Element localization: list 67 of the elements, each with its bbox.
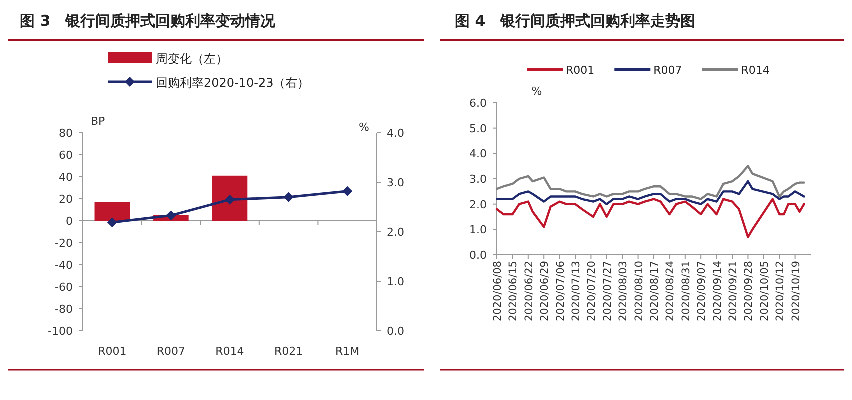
- line-series: [496, 165, 806, 200]
- y2-axis-title: %: [359, 121, 370, 134]
- y-tick-label: 4.0: [470, 148, 487, 161]
- x-tick-label: 2020/07/13: [570, 261, 582, 322]
- x-tick-label: 2020/10/05: [758, 261, 771, 322]
- line-series: [496, 180, 806, 206]
- y2-tick-label: 1.0: [387, 276, 404, 288]
- x-tick-label: 2020/08/31: [680, 261, 692, 322]
- point: [166, 210, 176, 221]
- y-tick-label: -100: [48, 325, 73, 338]
- point: [225, 194, 235, 205]
- y-tick-label: 6.0: [470, 97, 487, 110]
- y-tick-label: 20: [59, 193, 73, 206]
- legend-label: R007: [654, 64, 682, 77]
- y-tick-label: 3.0: [470, 173, 487, 186]
- chart-title: 图 3 银行间质押式回购利率变动情况: [20, 12, 277, 30]
- y-tick-label: 2.0: [470, 198, 487, 212]
- y-axis-title: %: [532, 85, 542, 98]
- y-tick-label: 60: [59, 149, 73, 162]
- y-tick-label: -40: [55, 259, 73, 272]
- x-tick-label: 2020/09/28: [743, 261, 756, 322]
- x-tick-label: 2020/10/19: [790, 261, 802, 322]
- x-tick-label: 2020/09/14: [712, 260, 724, 322]
- bar: [94, 202, 130, 221]
- y-tick-label: 0.0: [470, 249, 487, 262]
- line-series: [496, 198, 806, 238]
- x-tick-label: R021: [274, 345, 304, 358]
- x-tick-label: 2020/08/17: [649, 261, 661, 322]
- x-tick-label: 2020/09/07: [696, 261, 708, 322]
- y-tick-label: 1.0: [470, 224, 487, 237]
- chart-title: 图 4 银行间质押式回购利率走势图: [455, 12, 696, 30]
- y-tick-label: 80: [59, 127, 73, 140]
- y-tick-label: 5.0: [470, 122, 487, 136]
- x-tick-label: R007: [156, 345, 186, 358]
- x-tick-label: 2020/07/20: [586, 261, 598, 322]
- x-tick-label: 2020/08/03: [618, 261, 630, 322]
- x-tick-label: 2020/07/27: [602, 261, 614, 322]
- legend-label: R001: [566, 64, 595, 77]
- y-tick-label: -80: [55, 303, 73, 316]
- x-tick-label: 2020/09/21: [728, 261, 740, 322]
- x-tick-label: 2020/07/06: [554, 260, 567, 322]
- y-tick-label: 40: [59, 171, 73, 184]
- point: [342, 186, 353, 196]
- y2-tick-label: 4.0: [387, 127, 404, 140]
- x-tick-label: 2020/06/29: [539, 261, 552, 322]
- point: [284, 192, 294, 202]
- x-tick-label: 2020/08/24: [664, 260, 677, 322]
- point: [107, 218, 118, 228]
- y2-tick-label: 3.0: [387, 176, 404, 190]
- legend-label: 回购利率2020-10-23（右）: [156, 76, 310, 90]
- x-tick-label: 2020/06/22: [523, 261, 536, 322]
- y2-tick-label: 0.0: [387, 325, 404, 338]
- y-tick-label: -60: [55, 281, 73, 294]
- y-axis-title: BP: [91, 115, 106, 128]
- x-tick-label: 2020/06/15: [508, 261, 520, 322]
- y-tick-label: 0: [66, 215, 73, 228]
- x-tick-label: R014: [216, 345, 244, 358]
- y-tick-label: -20: [55, 237, 73, 250]
- x-tick-label: R001: [98, 345, 127, 358]
- legend-label: 周变化（左）: [156, 52, 228, 66]
- legend-label: R014: [741, 64, 770, 77]
- y2-tick-label: 2.0: [387, 226, 404, 239]
- x-tick-label: 2020/08/10: [633, 261, 646, 322]
- x-tick-label: 2020/06/08: [492, 261, 504, 322]
- bar: [212, 176, 248, 221]
- x-tick-label: R1M: [336, 345, 360, 358]
- x-tick-label: 2020/10/12: [774, 261, 787, 322]
